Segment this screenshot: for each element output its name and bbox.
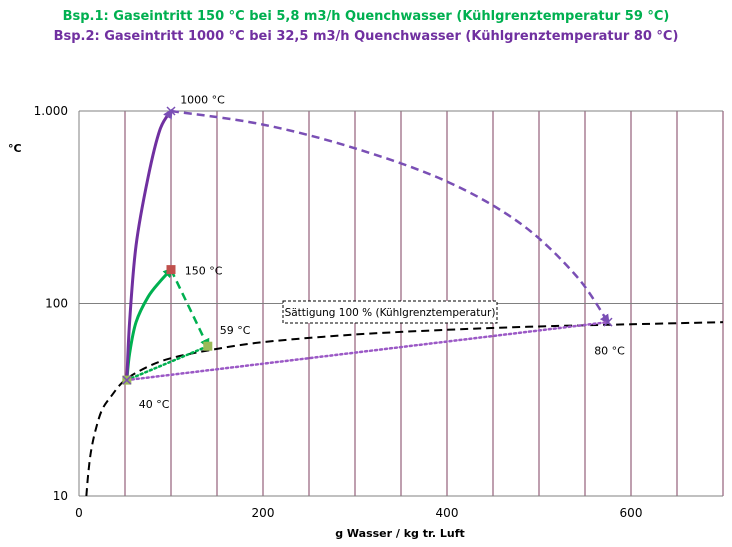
- annotation-label: 1000 °C: [180, 93, 225, 106]
- annotation-label: 150 °C: [185, 265, 223, 278]
- series-line-4: [125, 108, 173, 381]
- x-tick-label: 600: [620, 506, 643, 520]
- series: [85, 108, 724, 497]
- saturation-label-box: [282, 300, 498, 324]
- x-tick-label: 0: [75, 506, 83, 520]
- x-tick-label: 200: [252, 506, 275, 520]
- chart-title-bsp1: Bsp.1: Gaseintritt 150 °C bei 5,8 m3/h Q…: [62, 9, 670, 24]
- series-line-2: [169, 269, 210, 349]
- series-line-5: [170, 109, 610, 325]
- marker-square: [203, 341, 213, 351]
- marker-square: [166, 265, 176, 275]
- series-line-3: [125, 344, 210, 382]
- labels: 0 200 400 600 10 100 1.000 g Wasser / kg tr. Lu…: [8, 93, 642, 540]
- series-line-0: [85, 321, 724, 497]
- y-tick-label: 100: [45, 297, 68, 311]
- axes: [78, 111, 723, 497]
- marker-cross-stroke: [603, 317, 613, 327]
- x-tick-label: 400: [436, 506, 459, 520]
- marker-cross: [603, 317, 613, 327]
- series-line-6: [125, 320, 610, 382]
- y-tick-label: 10: [53, 489, 68, 503]
- marker-cross-stroke: [166, 106, 176, 116]
- marker-cross-stroke: [122, 375, 132, 385]
- markers: [122, 106, 613, 385]
- annotation-label: 80 °C: [594, 344, 625, 357]
- annotation-label: 59 °C: [220, 324, 251, 337]
- saturation-label: Sättigung 100 % (Kühlgrenztemperatur): [285, 307, 496, 319]
- y-axis-label: °C: [8, 142, 22, 155]
- marker-cross: [122, 375, 132, 385]
- marker-cross: [166, 106, 176, 116]
- annotation-label: 40 °C: [139, 398, 170, 411]
- x-axis-label: g Wasser / kg tr. Luft: [335, 527, 465, 540]
- chart-title-bsp2: Bsp.2: Gaseintritt 1000 °C bei 32,5 m3/h…: [53, 29, 679, 44]
- y-tick-label: 1.000: [34, 104, 68, 118]
